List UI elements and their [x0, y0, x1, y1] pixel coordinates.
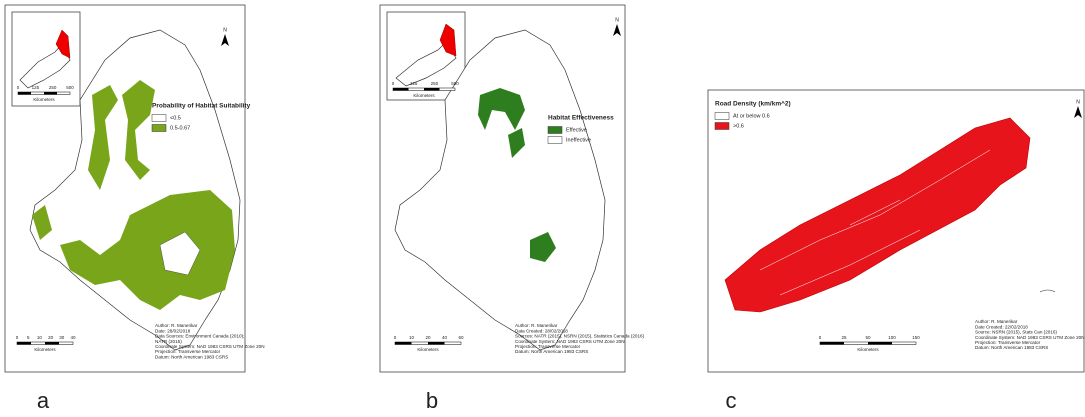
page: {"panels": [ {"label": "a", "legend_titl…: [0, 0, 1085, 417]
inset-scale-tick: 125: [410, 81, 418, 86]
scale-tick: 100: [888, 335, 896, 340]
inset-scale-segment: [393, 88, 409, 91]
legend-swatch: [152, 125, 166, 132]
scale-segment: [45, 342, 59, 345]
legend-swatch: [715, 123, 729, 130]
inset-scale-unit: Kilometers: [33, 97, 55, 102]
legend-label: At or below 0.6: [733, 113, 770, 119]
inset-scale-segment: [424, 88, 440, 91]
legend-title: Habitat Effectiveness: [548, 115, 614, 122]
north-label: N: [615, 17, 619, 23]
scale-segment: [395, 342, 412, 345]
panel-label: c: [726, 388, 737, 413]
scale-segment: [820, 342, 844, 345]
scale-segment: [17, 342, 31, 345]
inset-scale-tick: 250: [431, 81, 439, 86]
scale-tick: 20: [425, 335, 431, 340]
scale-tick: 150: [912, 335, 920, 340]
legend-swatch: [548, 127, 562, 134]
north-label: N: [1076, 99, 1080, 105]
north-label: N: [223, 27, 227, 33]
scale-tick: 40: [442, 335, 448, 340]
legend-title: Road Density (km/km^2): [715, 100, 791, 108]
scale-unit: Kilometers: [34, 347, 56, 352]
legend-title: Probability of Habitat Suitability: [152, 103, 251, 110]
scale-tick: 10: [409, 335, 415, 340]
legend-swatch: [548, 137, 562, 144]
scale-tick: 30: [59, 335, 65, 340]
scale-tick: 50: [865, 335, 871, 340]
legend-label: 0.5-0.67: [170, 125, 190, 131]
scale-unit: Kilometers: [417, 347, 439, 352]
inset-scale-tick: 250: [49, 85, 57, 90]
legend-label: Effective: [566, 127, 587, 133]
scale-tick: 20: [48, 335, 54, 340]
scale-tick: 25: [841, 335, 847, 340]
credit-line: Datum: North American 1983 CSRS: [515, 349, 588, 354]
scale-tick: 60: [458, 335, 464, 340]
scale-tick: 10: [37, 335, 43, 340]
legend-swatch: [152, 115, 166, 122]
legend-swatch: [715, 113, 729, 120]
inset-scale-segment: [18, 92, 31, 95]
inset-scale-tick: 500: [451, 81, 459, 86]
inset-scale-unit: Kilometers: [413, 93, 435, 98]
scale-unit: Kilometers: [857, 347, 879, 352]
panel-label: b: [426, 388, 438, 413]
credit-line: Datum: North American 1983 CSRS: [975, 345, 1048, 350]
credit-line: Datum: North American 1983 CSRS: [155, 354, 228, 359]
panel-label: a: [37, 388, 50, 413]
inset-scale-segment: [44, 92, 57, 95]
inset-scale-tick: 125: [32, 85, 40, 90]
figure: a Probability of Habitat Suitability <0.5 0…: [0, 0, 1085, 417]
legend-label: Ineffective: [566, 137, 591, 143]
scale-segment: [428, 342, 445, 345]
legend-label: >0.6: [733, 123, 744, 129]
scale-tick: 40: [70, 335, 76, 340]
inset-scale-tick: 500: [66, 85, 74, 90]
legend-label: <0.5: [170, 115, 181, 121]
scale-segment: [868, 342, 892, 345]
